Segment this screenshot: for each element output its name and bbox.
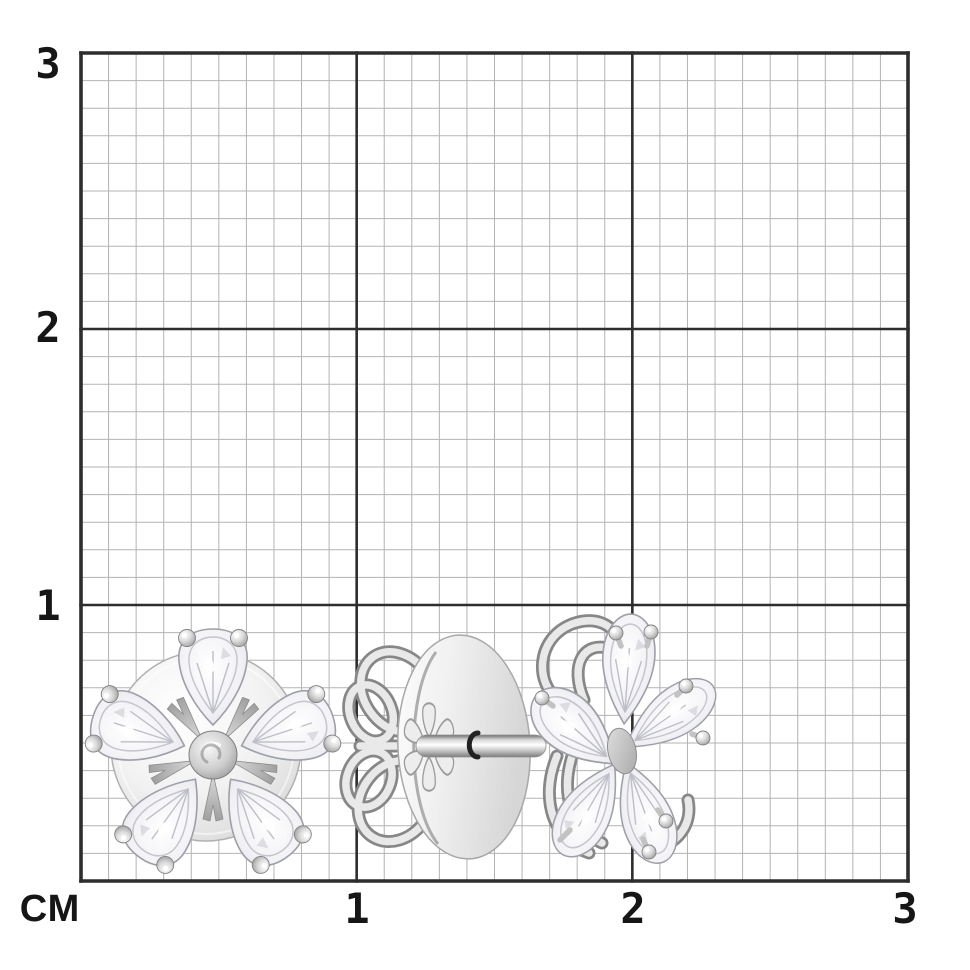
x-axis-label-2cm: 2	[620, 884, 646, 933]
earring-front-view	[81, 628, 345, 879]
flower-center	[606, 727, 638, 775]
earring-side-view	[339, 611, 728, 872]
post-groove	[466, 730, 481, 760]
center-bead	[188, 730, 238, 780]
x-axis-label-1cm: 1	[344, 884, 370, 933]
y-axis-label-2cm: 2	[35, 303, 61, 352]
y-axis-label-1cm: 1	[35, 581, 61, 630]
x-axis-label-3cm: 3	[892, 884, 918, 933]
y-axis-label-3cm: 3	[35, 39, 61, 88]
prong-claws	[534, 624, 711, 860]
unit-label-cm: СМ	[19, 888, 81, 930]
earring-post	[415, 730, 547, 760]
